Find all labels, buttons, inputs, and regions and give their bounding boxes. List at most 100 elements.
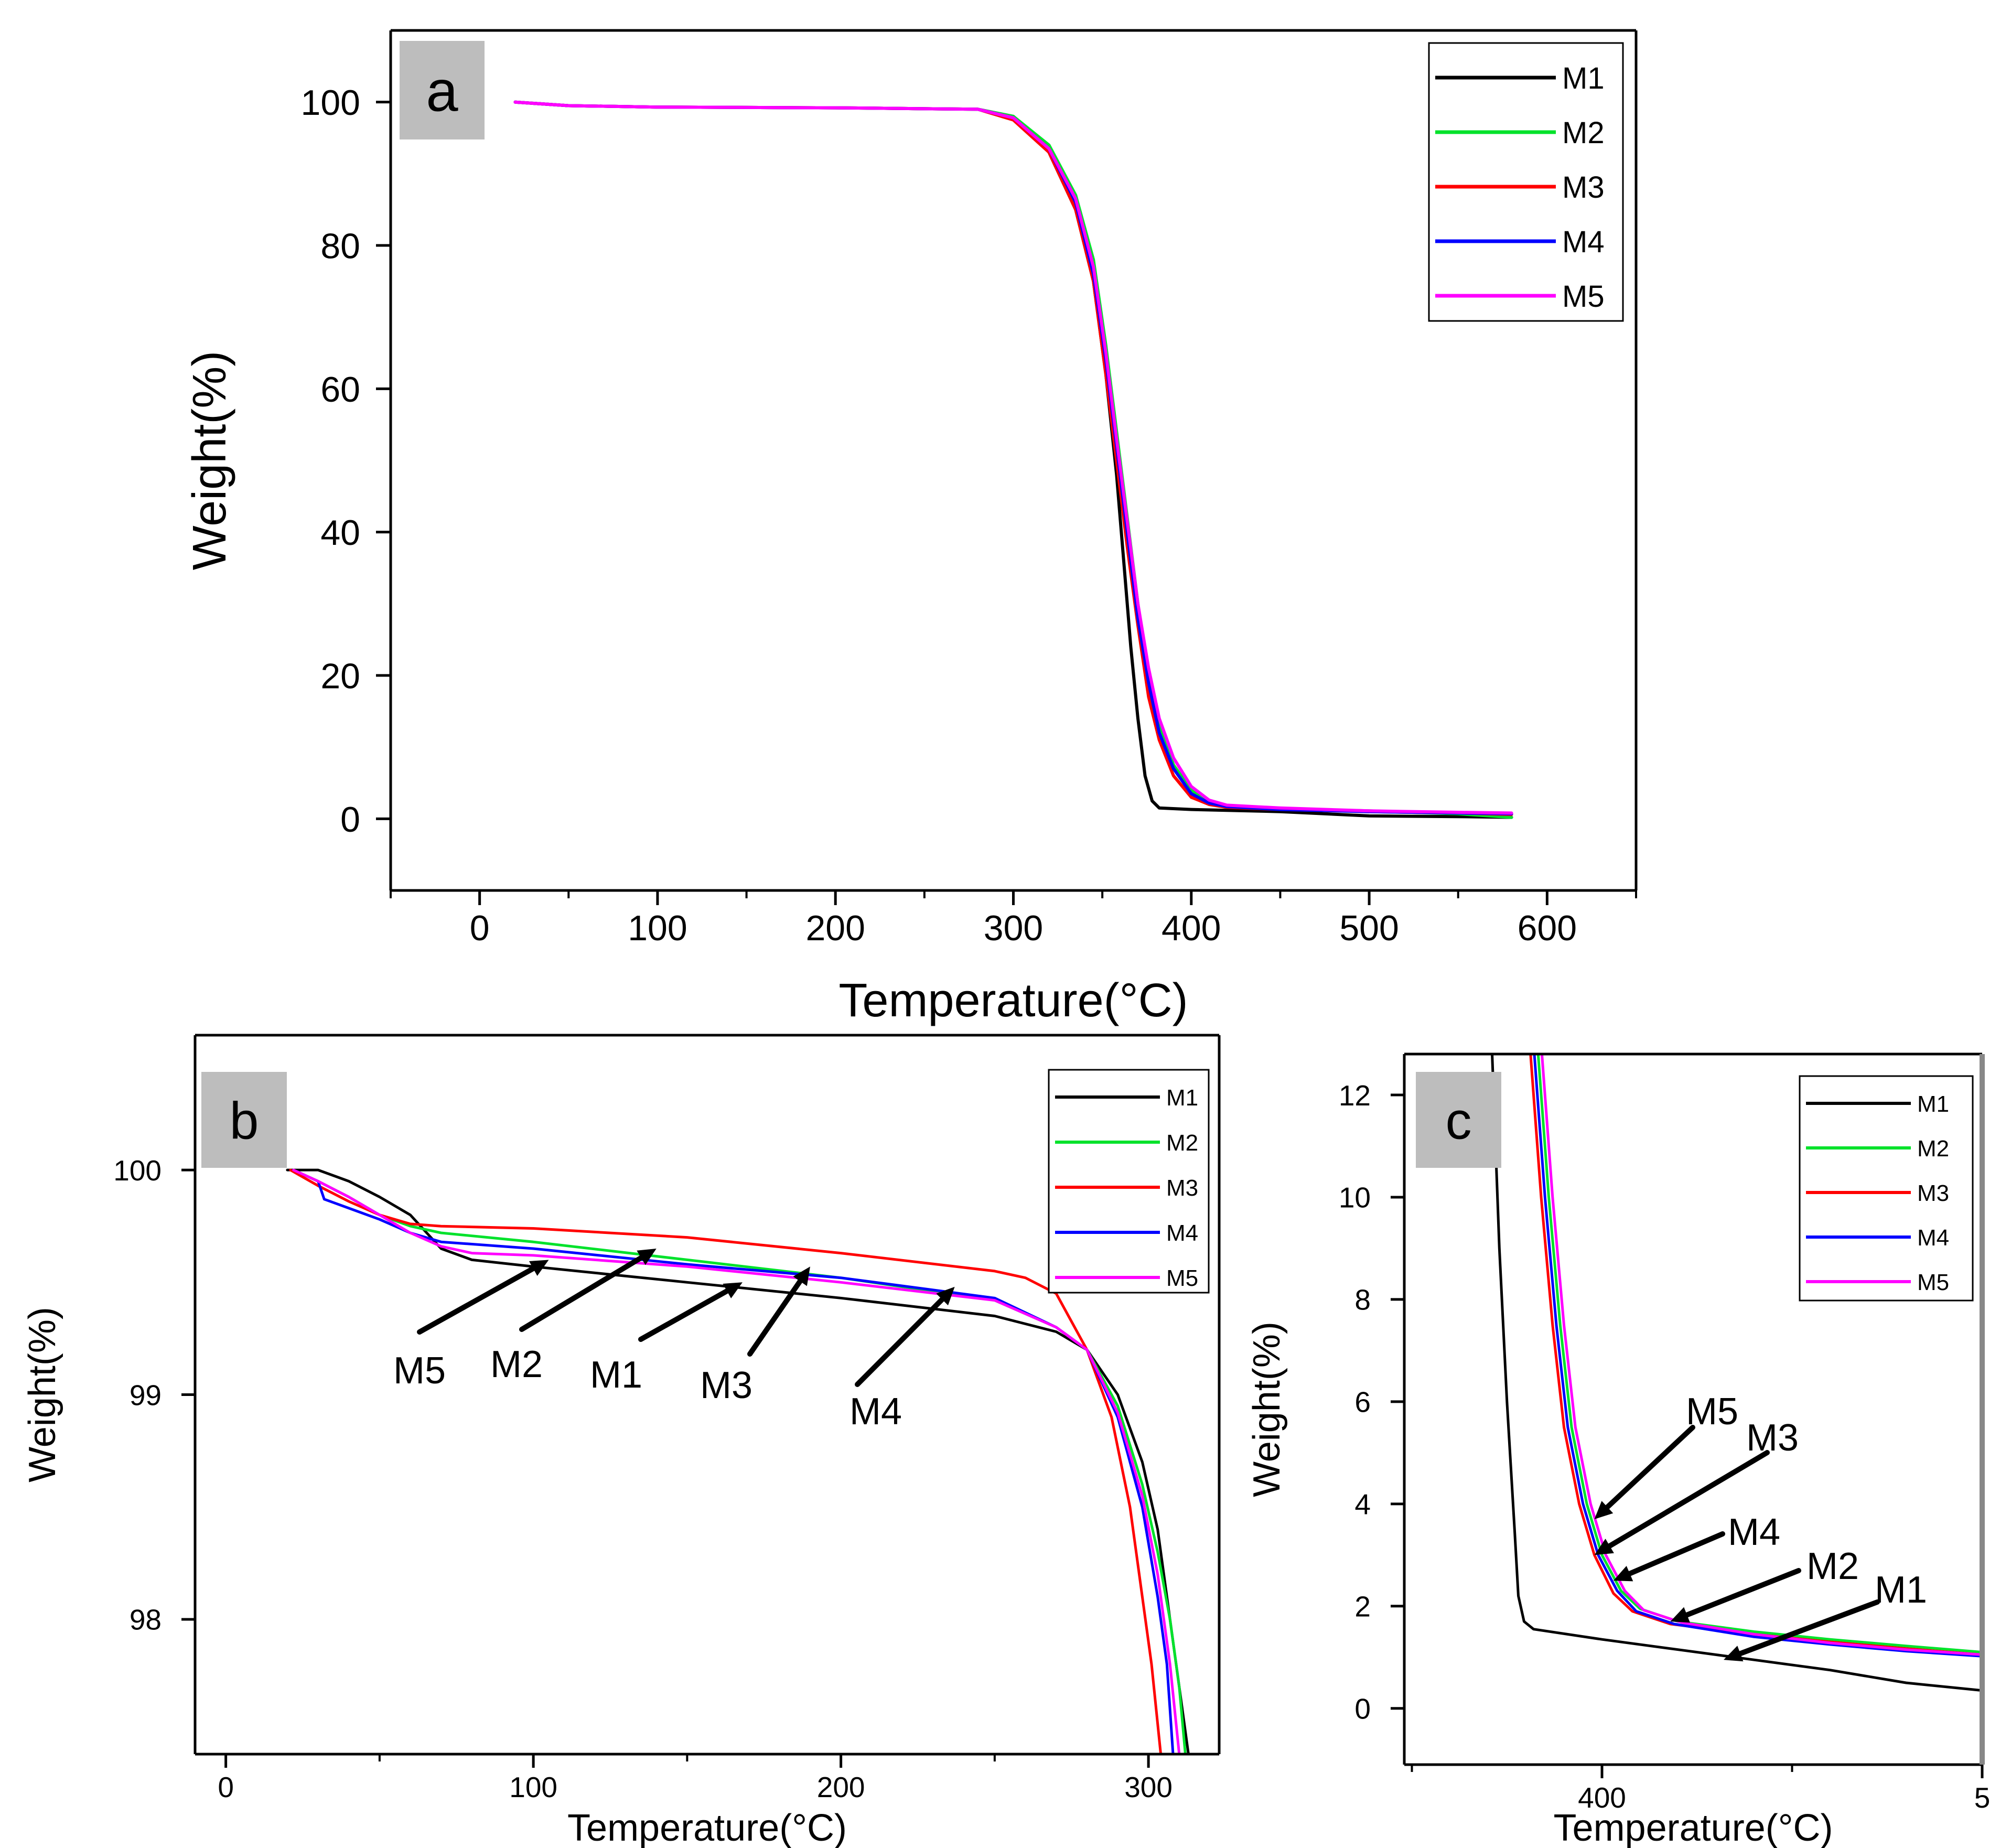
- annotation-label: M1: [590, 1354, 642, 1396]
- x-axis-label: Temperature(°C): [838, 974, 1188, 1027]
- y-axis-label: Weight(%): [1246, 1321, 1288, 1497]
- annotation-label: M1: [1875, 1569, 1927, 1611]
- y-tick-label: 6: [1354, 1386, 1371, 1419]
- x-tick-label: 500: [1339, 908, 1399, 948]
- panel-tag-box: [400, 41, 485, 139]
- annotation-label: M4: [849, 1391, 902, 1433]
- series-line-M4: [292, 1168, 1175, 1754]
- legend-box: [1799, 1075, 1974, 1302]
- y-tick-label: 40: [320, 513, 360, 553]
- annotation-label: M2: [1806, 1545, 1859, 1587]
- legend: M1 M2 M3 M4 M5: [1428, 42, 1624, 322]
- annotation-arrowhead: [793, 1266, 810, 1286]
- y-tick-label: 60: [320, 370, 360, 410]
- panel-tag-label: b: [230, 1092, 259, 1151]
- annotation-label: M4: [1728, 1511, 1780, 1553]
- legend: M1 M2 M3 M4 M5: [1048, 1069, 1210, 1294]
- y-tick-label: 4: [1354, 1488, 1371, 1521]
- x-tick-label: 600: [1518, 908, 1577, 948]
- x-tick-label: 400: [1162, 908, 1221, 948]
- series-line-M5: [292, 1168, 1181, 1754]
- annotation-arrowhead: [529, 1260, 549, 1276]
- series-line-M5: [513, 100, 1513, 815]
- legend-label-M1: M1: [1166, 1085, 1198, 1111]
- y-tick-label: 12: [1339, 1079, 1371, 1112]
- annotation-arrowhead: [723, 1282, 743, 1298]
- series-line-M2: [1536, 1054, 1982, 1653]
- legend-label-M4: M4: [1917, 1225, 1949, 1251]
- panel-tag-label: c: [1446, 1092, 1472, 1151]
- x-axis-label: Temperature(°C): [567, 1807, 847, 1848]
- legend-label-M3: M3: [1166, 1175, 1198, 1201]
- annotation-label: M3: [1746, 1417, 1799, 1459]
- annotation-arrowhead: [1594, 1539, 1614, 1555]
- legend-label-M3: M3: [1917, 1180, 1949, 1206]
- series-line-M5: [1540, 1054, 1982, 1656]
- x-tick-label: 0: [470, 908, 490, 948]
- series-line-M3: [513, 100, 1513, 816]
- x-tick-label: 300: [984, 908, 1043, 948]
- x-tick-label: 100: [509, 1771, 557, 1803]
- legend-label-M2: M2: [1166, 1130, 1198, 1156]
- y-tick-label: 100: [113, 1154, 162, 1187]
- annotations: M5 M2 M1 M3 M4: [393, 1249, 955, 1433]
- annotation-arrowhead: [1594, 1501, 1614, 1520]
- legend-label-M2: M2: [1917, 1136, 1949, 1162]
- x-tick-label: 5: [1974, 1781, 1991, 1814]
- series-group: [286, 1168, 1190, 1754]
- chart-panel-b: 0 100 200 300 98 99 100 Temperature(°C) Weight(%…: [21, 1034, 1221, 1848]
- annotation-arrow: [417, 1266, 536, 1335]
- series-group: [1491, 1054, 1982, 1692]
- annotation-arrow: [1684, 1568, 1801, 1618]
- series-group: [513, 100, 1513, 819]
- x-tick-label: 300: [1124, 1771, 1173, 1803]
- y-tick-label: 20: [320, 656, 360, 696]
- legend: M1 M2 M3 M4 M5: [1799, 1075, 1974, 1302]
- series-line-M1: [286, 1168, 1190, 1754]
- annotation-label: M2: [490, 1344, 543, 1385]
- chart-panel-a: 0 100 200 300 400 500 600 0 20 40 60 80 100 Temperatu…: [184, 29, 1638, 1027]
- annotation-arrow: [638, 1288, 730, 1342]
- legend-label-M5: M5: [1562, 280, 1605, 314]
- annotation-arrow: [1627, 1531, 1725, 1576]
- y-tick-label: 98: [130, 1604, 162, 1636]
- series-line-M4: [513, 100, 1513, 815]
- chart-panel-c: 400 5 0 2 4 6 8 10 12 Temperature(°C) Weight(%) c M1…: [1246, 1052, 1991, 1848]
- annotation-arrowhead: [637, 1249, 657, 1265]
- y-axis-label: Weight(%): [184, 351, 236, 570]
- annotation-label: M5: [393, 1350, 446, 1392]
- annotation-arrow: [747, 1278, 803, 1357]
- y-axis-label: Weight(%): [21, 1307, 63, 1482]
- y-tick-label: 8: [1354, 1284, 1371, 1316]
- annotation-arrowhead: [1613, 1565, 1633, 1582]
- y-tick-label: 0: [1354, 1693, 1371, 1725]
- series-line-M1: [1491, 1054, 1982, 1692]
- series-line-M2: [513, 100, 1513, 819]
- annotation-arrow: [855, 1296, 945, 1387]
- legend-label-M4: M4: [1562, 225, 1605, 259]
- legend-label-M1: M1: [1562, 61, 1605, 95]
- annotation-arrow: [519, 1255, 644, 1332]
- y-tick-label: 0: [340, 800, 360, 840]
- series-line-M3: [289, 1168, 1163, 1754]
- legend-label-M4: M4: [1166, 1220, 1198, 1246]
- series-line-M4: [1533, 1054, 1982, 1658]
- x-tick-label: 100: [628, 908, 687, 948]
- annotation-label: M5: [1686, 1391, 1738, 1433]
- legend-box: [1428, 42, 1624, 322]
- annotation-label: M3: [700, 1364, 752, 1406]
- y-tick-label: 99: [130, 1379, 162, 1411]
- panel-tag-box: [201, 1072, 287, 1168]
- x-tick-label: 0: [218, 1771, 234, 1803]
- series-line-M1: [513, 100, 1513, 819]
- annotation-arrowhead: [1724, 1646, 1744, 1662]
- legend-label-M1: M1: [1917, 1091, 1949, 1117]
- legend-label-M5: M5: [1917, 1270, 1949, 1295]
- panel-tag-label: a: [426, 59, 458, 124]
- legend-label-M2: M2: [1562, 116, 1605, 150]
- x-tick-label: 400: [1578, 1781, 1626, 1814]
- x-tick-label: 200: [817, 1771, 865, 1803]
- x-tick-label: 200: [805, 908, 865, 948]
